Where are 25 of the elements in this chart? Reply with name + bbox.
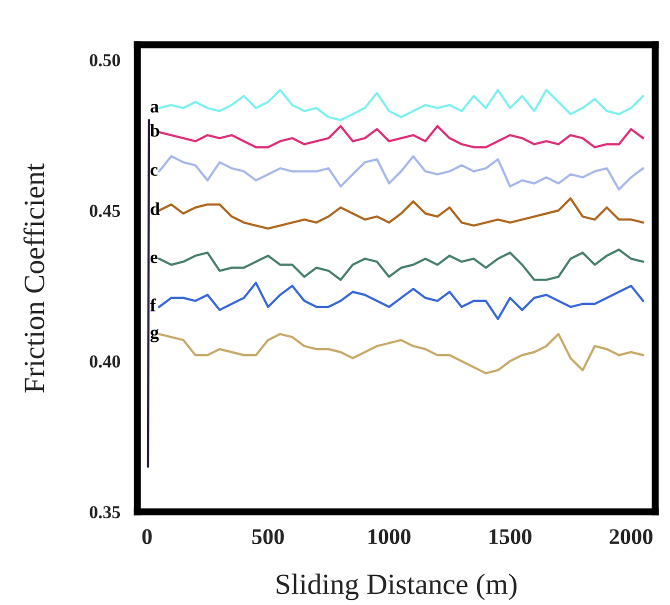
line-series: [158, 332, 644, 374]
line-series: [158, 282, 644, 320]
x-tick-label: 0: [142, 529, 152, 544]
y-tick-label: 0.40: [90, 355, 120, 368]
line-series: [158, 155, 644, 191]
series-label: g: [150, 328, 159, 342]
x-tick-label: 1500: [490, 529, 532, 544]
series-label: a: [150, 104, 159, 113]
series-label: e: [150, 254, 158, 264]
series-label: c: [150, 167, 158, 176]
line-series: [158, 125, 644, 148]
line-series: [158, 197, 644, 230]
x-axis-title: Sliding Distance (m): [276, 574, 517, 600]
y-axis-title: Friction Coefficient: [23, 163, 44, 393]
y-tick-label: 0.50: [90, 54, 120, 66]
y-tick-label: 0.45: [90, 204, 120, 218]
series-label: f: [150, 298, 156, 312]
x-tick-label: 1000: [368, 529, 410, 544]
x-tick-label: 2000: [610, 529, 652, 544]
y-tick-label: 0.35: [90, 506, 120, 518]
series-label: b: [150, 124, 160, 137]
series-label: d: [150, 202, 160, 216]
line-series: [158, 88, 644, 122]
line-series: [158, 248, 644, 281]
x-tick-label: 500: [252, 529, 284, 544]
